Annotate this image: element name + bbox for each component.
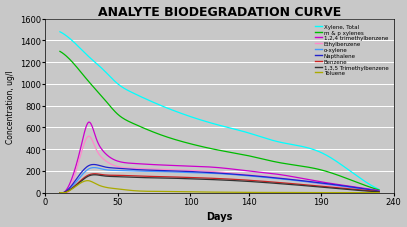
Benzene [247,179,252,182]
Line: Xylene, Total: Xylene, Total [60,33,379,190]
Line: o-xylene: o-xylene [60,168,379,193]
o-xylene [249,175,254,178]
Napthalene [376,190,381,193]
Ethylbenzene [249,174,254,177]
Ethylbenzene [254,174,259,177]
1,3,5 Trimethylbenzene [376,191,381,193]
1,3,5 Trimethylbenzene [247,180,252,183]
Napthalene [92,163,96,166]
m & p xylenes [59,51,63,54]
1,2,4 trimethylbenzene [254,171,259,173]
Toluene [57,192,62,194]
Napthalene [249,174,254,177]
Toluene [249,191,254,194]
Toluene [328,191,333,194]
Benzene [57,192,62,194]
Benzene [254,180,259,182]
Line: 1,2,4 trimethylbenzene: 1,2,4 trimethylbenzene [60,123,379,193]
Line: Ethylbenzene: Ethylbenzene [60,137,379,193]
Toluene [254,191,259,194]
Xylene, Total [253,134,258,137]
Ethylbenzene [57,192,62,194]
Xylene, Total [347,169,352,172]
Toluene [348,191,353,194]
X-axis label: Days: Days [206,212,233,222]
Napthalene [254,175,259,178]
1,3,5 Trimethylbenzene [328,187,333,189]
Toluene [85,180,90,182]
Line: Toluene: Toluene [60,181,379,193]
Toluene [247,191,252,194]
1,3,5 Trimethylbenzene [254,181,259,183]
1,3,5 Trimethylbenzene [93,174,98,176]
Benzene [59,192,63,194]
Line: m & p xylenes: m & p xylenes [60,52,379,190]
o-xylene [57,192,62,194]
Line: Napthalene: Napthalene [60,165,379,193]
Toluene [59,192,63,194]
m & p xylenes [347,178,352,181]
Xylene, Total [57,31,62,34]
Ethylbenzene [59,192,63,194]
Ethylbenzene [348,187,353,189]
o-xylene [59,192,63,194]
1,3,5 Trimethylbenzene [249,180,254,183]
Napthalene [348,186,353,188]
1,2,4 trimethylbenzene [328,182,333,185]
Benzene [328,186,333,189]
o-xylene [328,183,333,186]
Xylene, Total [59,32,63,35]
Xylene, Total [247,132,252,135]
Ethylbenzene [328,184,333,187]
o-xylene [348,186,353,189]
Legend: Xylene, Total, m & p xylenes, 1,2,4 trimethylbenzene, Ethylbenzene, o-xylene, Na: Xylene, Total, m & p xylenes, 1,2,4 trim… [313,22,391,78]
o-xylene [92,166,96,169]
m & p xylenes [247,155,252,158]
m & p xylenes [326,171,331,174]
Xylene, Total [376,188,381,191]
Benzene [92,173,96,175]
Benzene [249,179,254,182]
Ethylbenzene [86,135,91,138]
Benzene [348,188,353,190]
1,2,4 trimethylbenzene [59,192,63,194]
Xylene, Total [326,155,331,158]
Benzene [376,190,381,193]
Xylene, Total [246,132,251,135]
m & p xylenes [376,189,381,192]
o-xylene [376,190,381,193]
Napthalene [247,174,252,177]
o-xylene [254,175,259,178]
1,3,5 Trimethylbenzene [348,188,353,191]
Ethylbenzene [247,174,252,177]
Y-axis label: Concentration, ug/l: Concentration, ug/l [6,69,15,143]
1,2,4 trimethylbenzene [86,121,91,124]
1,2,4 trimethylbenzene [249,170,254,173]
Napthalene [59,192,63,194]
1,3,5 Trimethylbenzene [59,192,63,194]
Toluene [376,191,381,194]
Ethylbenzene [376,190,381,193]
1,3,5 Trimethylbenzene [57,192,62,194]
Napthalene [57,192,62,194]
1,2,4 trimethylbenzene [376,189,381,192]
1,2,4 trimethylbenzene [247,170,252,173]
m & p xylenes [57,51,62,54]
Line: Benzene: Benzene [60,174,379,193]
Title: ANALYTE BIODEGRADATION CURVE: ANALYTE BIODEGRADATION CURVE [98,5,341,18]
1,2,4 trimethylbenzene [348,185,353,188]
1,2,4 trimethylbenzene [57,192,62,194]
Line: 1,3,5 Trimethylbenzene: 1,3,5 Trimethylbenzene [60,175,379,193]
o-xylene [247,175,252,178]
m & p xylenes [253,156,258,159]
Napthalene [328,183,333,186]
m & p xylenes [246,155,251,158]
